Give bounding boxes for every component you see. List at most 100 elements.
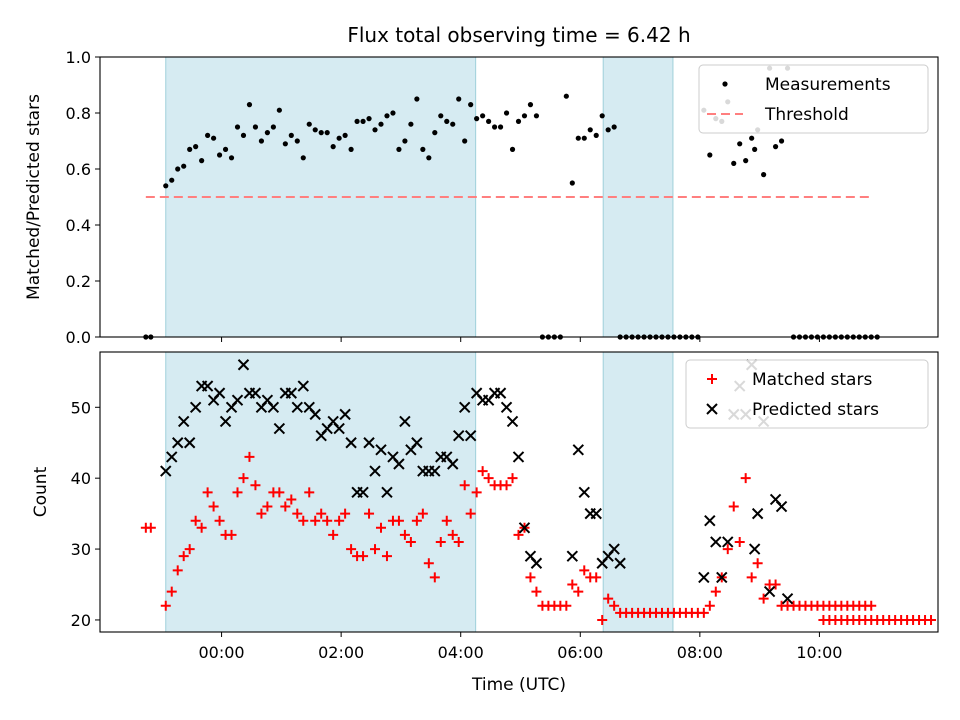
- measurement-point: [228, 155, 235, 161]
- measurement-point: [199, 158, 205, 164]
- matched-star-point: [381, 551, 392, 562]
- measurement-point: [486, 118, 492, 124]
- matched-star-point: [316, 508, 327, 519]
- measurement-point: [438, 113, 444, 119]
- measurement-point: [408, 121, 414, 127]
- measurement-point: [318, 130, 324, 136]
- legend-measurement-swatch: [722, 81, 728, 87]
- matched-star-point: [770, 579, 781, 590]
- measurement-point: [312, 127, 318, 133]
- measurement-point: [752, 146, 758, 152]
- predicted-star-point: [399, 415, 411, 428]
- legend-predicted-swatch: [706, 403, 718, 415]
- measurement-point: [731, 160, 737, 166]
- matched-star-point: [525, 572, 536, 583]
- measurement-point: [390, 110, 396, 116]
- measurement-point: [491, 124, 498, 130]
- matched-star-point: [364, 508, 375, 519]
- matched-star-point: [746, 572, 757, 583]
- predicted-star-point: [458, 401, 471, 413]
- predicted-star-point: [710, 536, 722, 548]
- predicted-star-point: [381, 486, 393, 499]
- bottom-y-tick-label: 50: [71, 398, 91, 417]
- matched-star-point: [722, 544, 733, 555]
- matched-star-point: [507, 473, 518, 484]
- predicted-star-point: [572, 444, 584, 456]
- predicted-star-point: [213, 387, 226, 399]
- matched-star-point: [447, 529, 458, 540]
- measurement-point: [205, 132, 211, 138]
- measurement-point: [497, 124, 504, 130]
- matched-star-point: [399, 529, 410, 540]
- matched-star-point: [579, 565, 590, 576]
- measurement-point: [432, 130, 438, 136]
- measurement-point: [216, 152, 223, 158]
- bottom-y-tick-label: 20: [71, 611, 91, 630]
- predicted-star-point: [722, 536, 734, 548]
- top-y-tick-label: 0.6: [66, 160, 91, 179]
- measurement-point: [342, 132, 348, 138]
- measurement-point: [599, 113, 605, 119]
- predicted-star-point: [704, 515, 716, 527]
- predicted-star-point: [249, 387, 262, 399]
- measurement-point: [210, 135, 217, 141]
- predicted-star-point: [781, 592, 794, 605]
- matched-star-point: [393, 515, 404, 526]
- predicted-star-point: [297, 380, 309, 392]
- bottom-legend: Matched stars Predicted stars: [685, 359, 929, 429]
- bottom-legend-box: [685, 359, 929, 429]
- predicted-star-point: [763, 585, 776, 598]
- measurement-point: [175, 166, 181, 172]
- legend-label: Threshold: [764, 105, 849, 125]
- matched-star-point: [375, 522, 386, 533]
- measurement-point: [587, 127, 593, 133]
- matched-star-point: [411, 515, 422, 526]
- matched-star-point: [597, 614, 608, 625]
- measurement-point: [426, 155, 432, 161]
- measurement-point: [402, 138, 408, 144]
- matched-star-point: [226, 529, 237, 540]
- matched-star-point: [370, 544, 381, 555]
- measurement-point: [450, 121, 456, 127]
- measurement-point: [193, 144, 199, 150]
- matched-star-point: [591, 572, 602, 583]
- predicted-star-point: [393, 458, 405, 470]
- matched-star-point: [609, 600, 620, 611]
- predicted-star-point: [273, 422, 286, 435]
- x-tick-label: 04:00: [438, 643, 484, 662]
- predicted-star-point: [698, 571, 710, 584]
- predicted-star-point: [333, 422, 345, 435]
- matched-star-point: [256, 508, 267, 519]
- matched-star-point: [513, 529, 524, 540]
- matched-star-point: [459, 480, 470, 491]
- matched-star-point: [172, 565, 183, 576]
- matched-star-point: [423, 558, 434, 569]
- matched-star-point: [202, 487, 213, 498]
- measurement-point: [306, 121, 312, 127]
- predicted-star-point: [447, 458, 459, 470]
- matched-star-point: [728, 501, 739, 512]
- measurement-point: [761, 172, 767, 178]
- bottom-axes-frame: [99, 351, 939, 633]
- matched-star-point: [196, 522, 207, 533]
- measurement-point: [336, 135, 342, 141]
- matched-star-point: [232, 487, 243, 498]
- predicted-star-point: [464, 429, 477, 442]
- matched-star-point: [465, 508, 476, 519]
- measurement-point: [749, 135, 755, 141]
- matched-star-point: [274, 487, 285, 498]
- matched-star-point: [145, 522, 156, 533]
- predicted-star-point: [309, 408, 321, 421]
- predicted-star-point: [429, 465, 441, 477]
- measurement-point: [240, 132, 247, 138]
- measurement-point: [288, 132, 294, 138]
- matched-star-point: [734, 536, 745, 547]
- legend-label: Matched stars: [752, 370, 872, 390]
- matched-star-point: [567, 579, 578, 590]
- matched-star-point: [340, 508, 351, 519]
- x-tick-label: 10:00: [796, 643, 842, 662]
- x-tick-label: 08:00: [677, 643, 723, 662]
- measurement-point: [222, 146, 229, 152]
- measurement-point: [527, 102, 534, 108]
- matched-star-point: [358, 551, 369, 562]
